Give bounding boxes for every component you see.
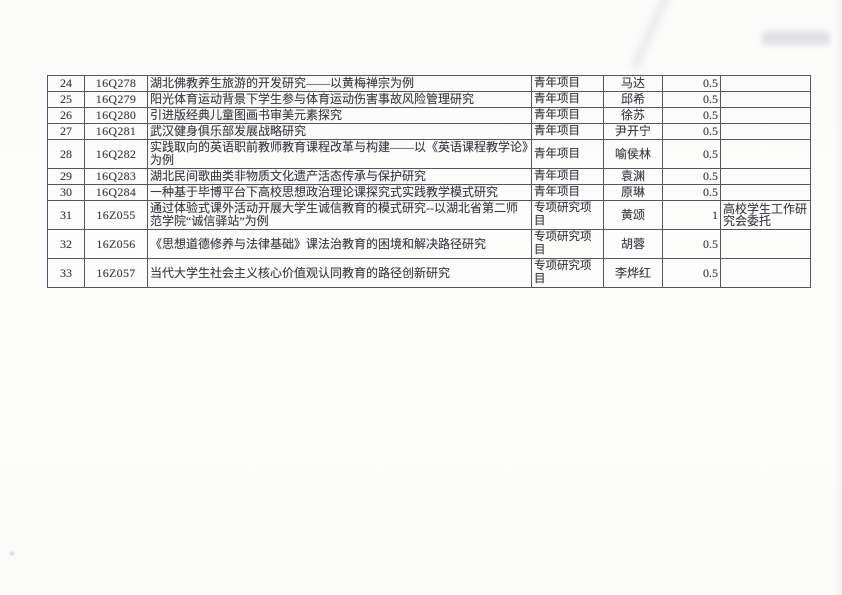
cell-leader-name: 邱希 bbox=[603, 91, 663, 108]
cell-leader-name: 黄颂 bbox=[603, 200, 663, 230]
cell-project-title: 当代大学生社会主义核心价值观认同教育的路径创新研究 bbox=[147, 258, 532, 288]
cell-project-title: 阳光体育运动背景下学生参与体育运动伤害事故风险管理研究 bbox=[147, 91, 532, 108]
cell-project-title: 实践取向的英语职前教师教育课程改革与构建——以《英语课程教学论》为例 bbox=[147, 139, 532, 169]
cell-project-code: 16Q282 bbox=[84, 139, 148, 169]
cell-leader-name: 袁渊 bbox=[603, 168, 663, 185]
cell-funding-amount: 0.5 bbox=[662, 123, 721, 140]
cell-row-number: 26 bbox=[47, 107, 85, 124]
cell-funding-amount: 0.5 bbox=[662, 229, 721, 259]
cell-project-type: 青年项目 bbox=[531, 139, 604, 169]
cell-row-number: 30 bbox=[47, 184, 85, 201]
cell-project-code: 16Z055 bbox=[84, 200, 148, 230]
table-row: 26 16Q280 引进版经典儿童图画书审美元素探究 青年项目 徐苏 0.5 bbox=[47, 107, 811, 124]
cell-project-type: 专项研究项目 bbox=[531, 258, 604, 288]
cell-project-type: 青年项目 bbox=[531, 184, 604, 201]
table-row: 31 16Z055 通过体验式课外活动开展大学生诚信教育的模式研究--以湖北省第… bbox=[47, 200, 811, 230]
cell-project-code: 16Q281 bbox=[84, 123, 148, 140]
cell-leader-name: 尹开宁 bbox=[603, 123, 663, 140]
cell-row-number: 27 bbox=[47, 123, 85, 140]
cell-funding-amount: 0.5 bbox=[662, 75, 721, 92]
cell-project-code: 16Q280 bbox=[84, 107, 148, 124]
cell-project-title: 一种基于毕博平台下高校思想政治理论课探究式实践教学模式研究 bbox=[147, 184, 532, 201]
cell-funding-amount: 0.5 bbox=[662, 258, 721, 288]
table-row: 24 16Q278 湖北佛教养生旅游的开发研究——以黄梅禅宗为例 青年项目 马达… bbox=[47, 75, 811, 92]
table-row: 32 16Z056 《思想道德修养与法律基础》课法治教育的困境和解决路径研究 专… bbox=[47, 229, 811, 259]
cell-project-type: 青年项目 bbox=[531, 168, 604, 185]
cell-remark bbox=[720, 123, 811, 140]
cell-leader-name: 胡蓉 bbox=[603, 229, 663, 259]
cell-row-number: 31 bbox=[47, 200, 85, 230]
cell-project-title: 湖北民间歌曲类非物质文化遗产活态传承与保护研究 bbox=[147, 168, 532, 185]
cell-funding-amount: 0.5 bbox=[662, 139, 721, 169]
scan-speck-artifact bbox=[10, 552, 14, 555]
table-row: 25 16Q279 阳光体育运动背景下学生参与体育运动伤害事故风险管理研究 青年… bbox=[47, 91, 811, 108]
cell-remark bbox=[720, 168, 811, 185]
cell-funding-amount: 0.5 bbox=[662, 107, 721, 124]
table-row: 29 16Q283 湖北民间歌曲类非物质文化遗产活态传承与保护研究 青年项目 袁… bbox=[47, 168, 811, 185]
cell-project-title: 湖北佛教养生旅游的开发研究——以黄梅禅宗为例 bbox=[147, 75, 532, 92]
cell-project-code: 16Q284 bbox=[84, 184, 148, 201]
cell-remark bbox=[720, 258, 811, 288]
cell-funding-amount: 0.5 bbox=[662, 168, 721, 185]
cell-funding-amount: 0.5 bbox=[662, 184, 721, 201]
table-row: 30 16Q284 一种基于毕博平台下高校思想政治理论课探究式实践教学模式研究 … bbox=[47, 184, 811, 201]
cell-row-number: 24 bbox=[47, 75, 85, 92]
cell-funding-amount: 0.5 bbox=[662, 91, 721, 108]
cell-project-code: 16Z057 bbox=[84, 258, 148, 288]
cell-leader-name: 原琳 bbox=[603, 184, 663, 201]
project-funding-table-body: 24 16Q278 湖北佛教养生旅游的开发研究——以黄梅禅宗为例 青年项目 马达… bbox=[47, 75, 811, 288]
cell-project-type: 青年项目 bbox=[531, 107, 604, 124]
cell-leader-name: 喻侯林 bbox=[603, 139, 663, 169]
cell-row-number: 33 bbox=[47, 258, 85, 288]
cell-project-type: 专项研究项目 bbox=[531, 200, 604, 230]
cell-remark bbox=[720, 107, 811, 124]
cell-project-title: 《思想道德修养与法律基础》课法治教育的困境和解决路径研究 bbox=[147, 229, 532, 259]
cell-row-number: 29 bbox=[47, 168, 85, 185]
cell-remark bbox=[720, 91, 811, 108]
table-row: 27 16Q281 武汉健身俱乐部发展战略研究 青年项目 尹开宁 0.5 bbox=[47, 123, 811, 140]
project-funding-table: 24 16Q278 湖北佛教养生旅游的开发研究——以黄梅禅宗为例 青年项目 马达… bbox=[47, 75, 811, 288]
table-row: 28 16Q282 实践取向的英语职前教师教育课程改革与构建——以《英语课程教学… bbox=[47, 139, 811, 169]
cell-remark bbox=[720, 229, 811, 259]
cell-project-type: 青年项目 bbox=[531, 75, 604, 92]
scan-smudge-artifact bbox=[762, 31, 830, 45]
cell-project-code: 16Q283 bbox=[84, 168, 148, 185]
cell-leader-name: 马达 bbox=[603, 75, 663, 92]
table-row: 33 16Z057 当代大学生社会主义核心价值观认同教育的路径创新研究 专项研究… bbox=[47, 258, 811, 288]
scan-streak-artifact bbox=[630, 0, 673, 70]
cell-row-number: 32 bbox=[47, 229, 85, 259]
cell-leader-name: 李烨红 bbox=[603, 258, 663, 288]
cell-project-title: 武汉健身俱乐部发展战略研究 bbox=[147, 123, 532, 140]
cell-row-number: 25 bbox=[47, 91, 85, 108]
cell-leader-name: 徐苏 bbox=[603, 107, 663, 124]
cell-remark bbox=[720, 75, 811, 92]
cell-project-type: 专项研究项目 bbox=[531, 229, 604, 259]
cell-remark: 高校学生工作研究会委托 bbox=[720, 200, 811, 230]
cell-row-number: 28 bbox=[47, 139, 85, 169]
cell-project-title: 引进版经典儿童图画书审美元素探究 bbox=[147, 107, 532, 124]
cell-project-title: 通过体验式课外活动开展大学生诚信教育的模式研究--以湖北省第二师范学院“诚信驿站… bbox=[147, 200, 532, 230]
scan-edge-shadow bbox=[834, 0, 842, 595]
cell-project-type: 青年项目 bbox=[531, 123, 604, 140]
cell-funding-amount: 1 bbox=[662, 200, 721, 230]
cell-remark bbox=[720, 184, 811, 201]
cell-project-code: 16Q278 bbox=[84, 75, 148, 92]
cell-project-code: 16Q279 bbox=[84, 91, 148, 108]
cell-project-code: 16Z056 bbox=[84, 229, 148, 259]
cell-project-type: 青年项目 bbox=[531, 91, 604, 108]
cell-remark bbox=[720, 139, 811, 169]
